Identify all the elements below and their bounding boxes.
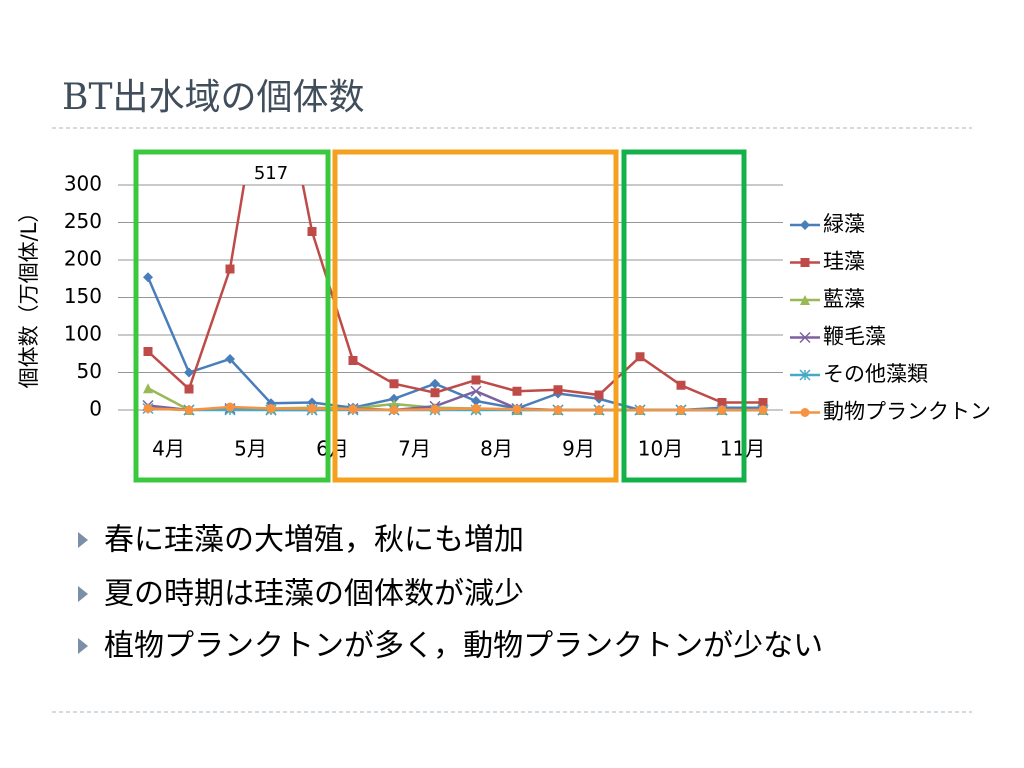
marker (389, 393, 399, 404)
series-group (142, 18, 769, 416)
y-tick-label: 300 (64, 172, 102, 196)
marker (143, 404, 153, 413)
marker (800, 295, 810, 305)
y-axis-title: 個体数（万個体/L） (17, 202, 41, 389)
y-tick-label: 150 (64, 284, 102, 308)
marker (307, 404, 317, 413)
marker (266, 404, 276, 413)
x-tick-label: 7月 (398, 437, 431, 461)
bullet: 春に珪藻の大増殖，秋にも増加 (104, 523, 524, 558)
y-tick-label: 200 (64, 247, 102, 271)
bullet: 植物プランクトンが多く，動物プランクトンが少ない (104, 629, 823, 664)
marker (512, 404, 522, 414)
x-tick-label: 8月 (480, 437, 513, 461)
y-tick-label: 50 (77, 359, 102, 383)
marker (430, 404, 440, 414)
y-tick-label: 0 (89, 397, 102, 421)
marker (594, 405, 604, 415)
x-tick-label: 5月 (234, 437, 267, 461)
marker (389, 379, 399, 389)
marker (430, 388, 440, 398)
spring-box (133, 149, 331, 483)
marker (143, 383, 153, 394)
series-line (147, 405, 763, 412)
x-tick-label: 10月 (638, 437, 683, 461)
bullet-icon (78, 586, 88, 602)
bullet-icon (78, 532, 88, 548)
marker (389, 405, 399, 415)
x-tick-label: 4月 (152, 437, 185, 461)
marker (184, 367, 194, 378)
marker (225, 402, 235, 412)
marker (594, 390, 604, 400)
bullets: 春に珪藻の大増殖，秋にも増加 夏の時期は珪藻の個体数が減少 植物プランクトンが多… (78, 523, 823, 664)
marker (143, 347, 153, 356)
summer-box (332, 149, 619, 483)
marker (676, 380, 686, 390)
marker (758, 405, 768, 415)
marker (471, 404, 481, 413)
marker (799, 331, 811, 344)
legend-label: 珪藻 (823, 250, 865, 274)
legend-label: その他藻類 (823, 362, 928, 386)
marker (800, 220, 810, 230)
legend-label: 緑藻 (823, 212, 865, 236)
legend-label: 藍藻 (823, 287, 865, 311)
marker (717, 405, 727, 415)
bullet: 夏の時期は珪藻の個体数が減少 (104, 577, 524, 612)
marker (512, 386, 522, 396)
marker (184, 405, 194, 415)
marker (471, 396, 481, 406)
marker (348, 356, 358, 365)
marker (430, 378, 440, 389)
marker (800, 408, 810, 417)
marker (348, 404, 358, 414)
marker (553, 405, 563, 415)
marker (471, 375, 481, 385)
legend-label: 動物プランクトン (823, 400, 991, 424)
marker (676, 405, 686, 415)
marker (225, 354, 235, 364)
marker (184, 384, 194, 394)
series-line (147, 185, 763, 404)
marker (470, 385, 482, 397)
marker (799, 369, 811, 381)
autumn-box (621, 149, 747, 483)
marker (635, 352, 645, 362)
bullet-icon (78, 638, 88, 654)
y-tick-label: 250 (64, 209, 102, 233)
marker (635, 405, 645, 415)
marker (800, 258, 810, 267)
y-tick-label: 100 (64, 322, 102, 346)
marker (225, 264, 235, 274)
marker (307, 227, 317, 236)
data-label: 517 (254, 163, 288, 184)
marker (267, 18, 276, 27)
marker (143, 272, 153, 283)
marker (717, 398, 727, 407)
legend-label: 鞭毛藻 (823, 325, 886, 349)
marker (758, 398, 768, 407)
slide-title: BT出水域の個体数 (62, 77, 364, 118)
marker (553, 385, 563, 395)
x-tick-label: 9月 (562, 437, 595, 461)
